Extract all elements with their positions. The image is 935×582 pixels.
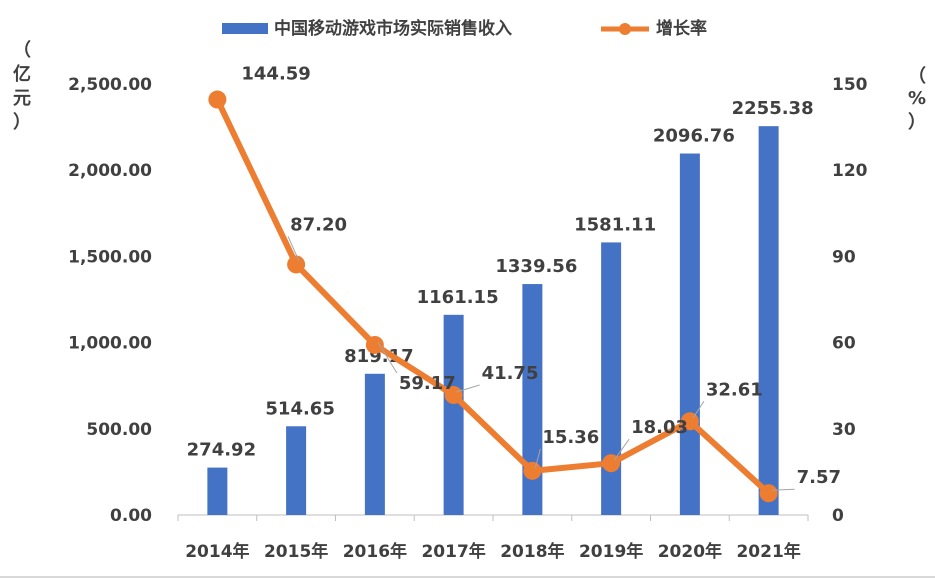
legend-bar-swatch [222, 23, 268, 34]
y-right-tick-label: 150 [832, 75, 868, 95]
x-tick-label: 2017年 [421, 541, 485, 562]
x-tick-label: 2018年 [500, 541, 564, 562]
bar-data-label: 1581.11 [574, 214, 656, 235]
line-point [444, 386, 463, 405]
y-left-axis-title: （亿元 ） [13, 40, 31, 133]
legend-bar-label: 中国移动游戏市场实际销售收入 [274, 18, 512, 39]
line-data-label: 32.61 [706, 379, 763, 400]
x-axis: 2014年 2015年 2016年 2017年 2018年 2019年 2020年 2021年 [177, 514, 809, 562]
x-tick-label: 2020年 [658, 541, 722, 562]
line-point [365, 335, 384, 354]
line-data-labels: 144.59 87.20 59.17 41.75 15.36 18.03 32.61 7.57 [241, 64, 841, 491]
legend-line-label: 增长率 [656, 18, 707, 39]
bar-data-label: 1161.15 [417, 287, 499, 308]
x-tick-label: 2016年 [343, 541, 407, 562]
bar-data-label: 274.92 [187, 440, 256, 461]
line-data-label: 87.20 [290, 214, 347, 235]
bar [601, 242, 622, 516]
line-point [287, 255, 306, 274]
leader-line [456, 384, 480, 393]
bar [522, 284, 543, 515]
y-right-axis-title: （% ） [908, 66, 926, 133]
leader-line [771, 488, 795, 491]
leader-line [377, 341, 398, 374]
bar [364, 373, 385, 515]
y-left-tick-labels: 0.00 500.00 1,000.00 1,500.00 2,000.00 2,500.… [68, 75, 152, 526]
bar-data-label: 1339.56 [495, 256, 577, 277]
y-right-tick-label: 30 [832, 420, 856, 440]
line-point [759, 484, 778, 503]
bar-data-label: 514.65 [265, 398, 334, 419]
line-point [208, 90, 227, 109]
line-data-label: 18.03 [631, 417, 688, 438]
leader-line [534, 448, 541, 468]
y-left-tick-label: 0.00 [110, 506, 152, 526]
y-right-tick-label: 60 [832, 334, 856, 354]
y-right-title-char: ） [908, 112, 926, 133]
y-right-tick-labels: 0 30 60 90 120 150 [832, 75, 868, 526]
x-tick-label: 2015年 [264, 541, 328, 562]
line-data-label: 7.57 [797, 467, 841, 488]
y-left-title-char: 亿 [13, 63, 31, 85]
y-left-tick-label: 1,000.00 [68, 334, 152, 354]
y-left-tick-label: 2,000.00 [68, 161, 152, 181]
line-data-label: 144.59 [241, 64, 310, 85]
y-left-title-char: ） [13, 112, 31, 133]
bar-data-labels: 274.92514.65819.171161.151339.561581.112… [187, 98, 814, 460]
y-left-title-char: 元 [13, 88, 31, 109]
line-data-label: 59.17 [399, 373, 456, 394]
y-left-title-char: （ [13, 40, 31, 61]
growth-line [214, 96, 772, 497]
y-right-title-char: % [908, 88, 926, 109]
line-point [602, 454, 621, 473]
y-left-tick-label: 1,500.00 [68, 247, 152, 267]
y-right-tick-label: 90 [832, 247, 856, 267]
legend-line-marker [619, 23, 631, 35]
leader-line [692, 401, 705, 419]
y-left-tick-label: 2,500.00 [68, 75, 152, 95]
line-point [523, 461, 542, 480]
x-tick-label: 2019年 [579, 541, 643, 562]
leader-line [287, 236, 300, 262]
y-right-tick-label: 0 [832, 506, 844, 526]
legend: 中国移动游戏市场实际销售收入 增长率 [222, 18, 707, 39]
y-left-tick-label: 500.00 [86, 420, 152, 440]
bar [758, 126, 779, 515]
line-data-label: 15.36 [542, 427, 599, 448]
bar-data-label: 2255.38 [732, 98, 814, 119]
x-tick-label: 2021年 [736, 541, 800, 562]
bar [679, 153, 700, 516]
line-data-label: 41.75 [482, 363, 539, 384]
y-right-tick-label: 120 [832, 161, 868, 181]
leader-line [613, 438, 630, 461]
bar [207, 467, 228, 515]
bottom-divider [0, 576, 935, 578]
y-right-title-char: （ [908, 66, 926, 87]
bar-series [207, 126, 779, 516]
bar [286, 426, 307, 515]
bar [443, 314, 464, 515]
bar-data-label: 2096.76 [653, 126, 735, 147]
x-tick-label: 2014年 [185, 541, 249, 562]
